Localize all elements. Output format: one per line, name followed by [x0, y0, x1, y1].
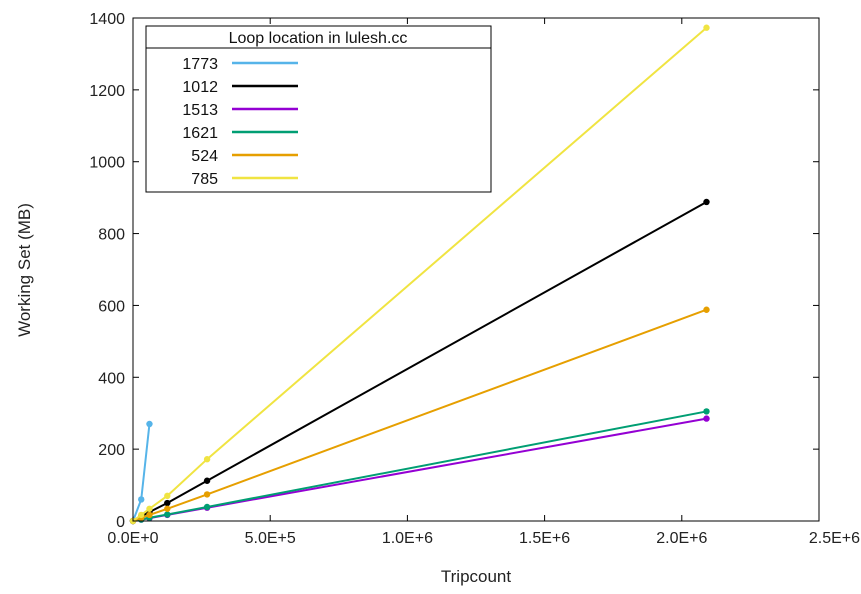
data-point — [203, 491, 211, 498]
x-axis-ticks: 0.0E+0 5.0E+5 1.0E+6 1.5E+6 2.0E+6 2.5E+6 — [107, 18, 860, 547]
legend-entries: 1773 1012 1513 1621 524 785 — [182, 56, 298, 188]
plot-series — [129, 24, 710, 525]
y-axis-label: Working Set (MB) — [15, 203, 34, 337]
legend-label: 1513 — [182, 102, 218, 119]
legend-label: 1012 — [182, 79, 218, 96]
data-point — [703, 306, 710, 313]
data-point — [203, 456, 211, 463]
series-line — [132, 423, 151, 522]
plot-area-frame — [132, 17, 820, 522]
x-tick-label: 1.0E+6 — [382, 530, 433, 547]
x-tick-label: 5.0E+5 — [245, 530, 296, 547]
data-point — [138, 511, 145, 519]
x-tick-label: 1.5E+6 — [519, 530, 570, 547]
y-tick-label: 600 — [98, 298, 125, 315]
series-line — [132, 410, 707, 522]
legend-label: 1773 — [182, 56, 218, 73]
legend-label: 1621 — [182, 125, 218, 142]
data-point — [703, 24, 710, 31]
series-524 — [129, 306, 710, 525]
y-tick-label: 800 — [98, 227, 125, 244]
y-axis-ticks: 0 200 400 600 800 1000 1200 1400 — [89, 11, 819, 531]
legend-label: 524 — [191, 148, 218, 165]
data-point — [703, 415, 710, 422]
series-line — [132, 308, 707, 522]
y-tick-label: 400 — [98, 370, 125, 387]
data-point — [703, 198, 710, 206]
legend: Loop location in lulesh.cc 1773101215131… — [145, 25, 492, 193]
data-point — [146, 511, 153, 519]
x-tick-label: 0.0E+0 — [107, 530, 158, 547]
y-tick-label: 1200 — [89, 83, 125, 100]
data-point — [203, 503, 211, 511]
series-1012 — [129, 198, 710, 525]
series-785 — [129, 24, 710, 525]
y-tick-label: 0 — [116, 514, 125, 531]
legend-label: 785 — [191, 171, 218, 188]
x-axis-label: Tripcount — [441, 567, 512, 586]
y-tick-label: 200 — [98, 442, 125, 459]
legend-title: Loop location in lulesh.cc — [229, 30, 408, 47]
data-point — [146, 505, 153, 512]
data-point — [203, 477, 211, 484]
x-tick-label: 2.0E+6 — [656, 530, 707, 547]
series-1513 — [129, 415, 710, 525]
legend-box — [145, 25, 492, 193]
data-point — [164, 511, 171, 518]
data-point — [164, 505, 171, 512]
data-point — [164, 499, 171, 507]
data-point — [703, 408, 710, 415]
data-point — [164, 492, 171, 500]
data-point — [146, 420, 153, 428]
series-line — [132, 201, 707, 522]
y-tick-label: 1000 — [89, 155, 125, 172]
y-tick-label: 1400 — [89, 11, 125, 28]
data-point — [138, 496, 145, 503]
x-tick-label: 2.5E+6 — [809, 530, 860, 547]
